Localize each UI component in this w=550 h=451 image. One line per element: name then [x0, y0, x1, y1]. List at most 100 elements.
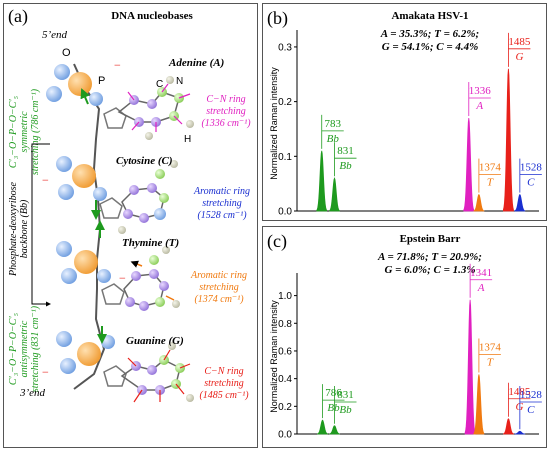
- backbone-bracket: [31, 143, 50, 304]
- composition-line-1: A = 71.8%; T = 20.9%;: [377, 251, 482, 263]
- panel-letter: (b): [267, 8, 288, 29]
- svg-text:C′₃−O−P−O−C′₅: C′₃−O−P−O−C′₅: [8, 312, 19, 385]
- peak-wavenumber-label: 1528: [520, 162, 543, 174]
- peak-wavenumber-label: 783: [324, 118, 341, 130]
- svg-text:stretching: stretching: [204, 378, 244, 389]
- panel-letter: (c): [267, 231, 287, 252]
- negative-charge: −: [42, 173, 49, 187]
- peak-assignment-label: T: [487, 356, 494, 368]
- peak-assignment-label: Bb: [327, 402, 340, 414]
- cytosine-structure: [118, 160, 178, 234]
- svg-text:Aromatic ring: Aromatic ring: [190, 270, 247, 281]
- phosphate-group-1: O P −: [46, 47, 121, 106]
- atom-n-label: N: [176, 76, 183, 87]
- panel-a-frame: (a) DNA nucleobases 5’end 3’end C′₃−O−P−…: [3, 3, 258, 448]
- panel-c-chart: (c) Epstein Barr A = 71.8%; T = 20.9%;G = …: [267, 231, 543, 441]
- svg-text:C−N ring: C−N ring: [206, 94, 245, 105]
- peak-t-1374: [473, 374, 485, 435]
- guanine-structure: [120, 342, 194, 403]
- negative-charge: −: [42, 365, 49, 379]
- base-name-guanine: Guanine (G): [126, 335, 184, 347]
- svg-text:Aromatic ring: Aromatic ring: [193, 186, 250, 197]
- peak-assignment-label: Bb: [339, 160, 352, 172]
- y-tick-label: 0.4: [278, 374, 292, 385]
- base-name-adenine: Adenine (A): [168, 57, 224, 69]
- peak-wavenumber-label: 1485: [508, 36, 531, 48]
- peak-wavenumber-label: 1528: [520, 389, 543, 401]
- symmetric-label: C′₃−O−P−O−C′₅ symmetric stretching (786 …: [8, 88, 41, 175]
- atom-p-label: P: [98, 75, 105, 87]
- peak-wavenumber-label: 1374: [479, 162, 502, 174]
- antisymmetric-label: C′₃−O−P−O−C′₅ antisymmetric stretching (…: [8, 305, 41, 392]
- svg-text:stretching: stretching: [202, 198, 242, 209]
- peak-assignment-label: G: [515, 51, 523, 63]
- svg-text:(1336 cm⁻¹): (1336 cm⁻¹): [201, 118, 251, 129]
- peak-wavenumber-label: 1336: [469, 85, 492, 97]
- peak-wavenumber-label: 1374: [479, 341, 502, 353]
- negative-charge: −: [114, 58, 121, 72]
- phosphate-group-2: −: [42, 156, 107, 201]
- peak-assignment-label: C: [527, 177, 535, 189]
- peak-bb-786: [317, 419, 328, 435]
- backbone-label: Phosphate-deoxyribose backbone (Bb): [8, 182, 30, 277]
- peak-assignment-label: Bb: [327, 133, 340, 145]
- peak-assignment-label: Bb: [339, 404, 352, 416]
- five-end-label: 5’end: [42, 29, 68, 41]
- svg-text:stretching (786 cm⁻¹): stretching (786 cm⁻¹): [30, 88, 41, 175]
- phosphate-group-3: −: [56, 241, 126, 285]
- atom-c-label: C: [156, 79, 163, 90]
- peak-c-1528: [514, 430, 526, 435]
- y-tick-label: 0.8: [278, 319, 292, 330]
- peak-wavenumber-label: 1341: [470, 267, 492, 279]
- svg-text:stretching (831 cm⁻¹): stretching (831 cm⁻¹): [30, 305, 41, 392]
- atom-h-label: H: [184, 134, 191, 145]
- three-end-label: 3’end: [19, 387, 46, 399]
- y-tick-label: 0.2: [278, 402, 292, 413]
- panel-b-frame: (b) Amakata HSV-1 A = 35.3%; T = 6.2%; G = …: [262, 3, 547, 221]
- peak-bb-783: [316, 150, 328, 212]
- peak-assignment-label: A: [475, 100, 483, 112]
- base-name-thymine: Thymine (T): [122, 237, 179, 249]
- svg-text:C′₃−O−P−O−C′₅: C′₃−O−P−O−C′₅: [8, 95, 19, 168]
- peak-g-1485: [503, 418, 514, 435]
- svg-text:stretching: stretching: [199, 282, 239, 293]
- peak-t-1374: [473, 193, 485, 212]
- atom-o-label: O: [62, 47, 71, 59]
- svg-text:Phosphate-deoxyribose: Phosphate-deoxyribose: [8, 182, 19, 277]
- panel-a-letter: (a): [8, 6, 28, 27]
- svg-text:stretching: stretching: [206, 106, 246, 117]
- y-tick-label: 0.2: [278, 97, 292, 108]
- peak-a-1336: [463, 117, 475, 212]
- composition-line-2: G = 54.1%; C = 4.4%: [382, 41, 479, 53]
- svg-text:symmetric: symmetric: [19, 111, 30, 153]
- y-axis-label: Normalized Raman intensity: [269, 67, 279, 180]
- peak-wavenumber-label: 831: [337, 389, 354, 401]
- svg-text:(1528 cm⁻¹): (1528 cm⁻¹): [197, 210, 247, 221]
- svg-text:C−N ring: C−N ring: [204, 366, 243, 377]
- adenine-structure: C N H: [117, 76, 194, 145]
- peak-assignment-label: G: [515, 401, 523, 413]
- peak-a-1341: [464, 299, 476, 435]
- y-axis-label: Normalized Raman intensity: [269, 300, 279, 413]
- svg-text:backbone (Bb): backbone (Bb): [19, 199, 30, 258]
- peak-wavenumber-label: 786: [325, 387, 342, 399]
- peak-bb-831: [329, 176, 340, 212]
- panel-a-title: DNA nucleobases: [111, 10, 193, 22]
- svg-text:(1374 cm⁻¹): (1374 cm⁻¹): [194, 294, 244, 305]
- composition-line-1: A = 35.3%; T = 6.2%;: [380, 28, 479, 40]
- peak-assignment-label: C: [527, 404, 535, 416]
- adenine-note: C−N ring stretching (1336 cm⁻¹): [201, 94, 251, 129]
- svg-text:antisymmetric: antisymmetric: [19, 320, 30, 377]
- backbone-stretch-arrows: [80, 88, 107, 344]
- sugar-rings: [99, 107, 127, 387]
- y-tick-label: 0.0: [278, 207, 292, 218]
- peak-bb-831: [329, 425, 340, 435]
- y-tick-label: 0.6: [278, 346, 292, 357]
- base-name-cytosine: Cytosine (C): [116, 155, 173, 167]
- panel-c-frame: (c) Epstein Barr A = 71.8%; T = 20.9%; G = …: [262, 226, 547, 448]
- negative-charge: −: [119, 271, 126, 285]
- svg-text:(1485 cm⁻¹): (1485 cm⁻¹): [199, 390, 249, 401]
- y-tick-label: 1.0: [278, 291, 292, 302]
- y-tick-label: 0.3: [278, 42, 292, 53]
- phosphate-group-4: −: [42, 331, 115, 379]
